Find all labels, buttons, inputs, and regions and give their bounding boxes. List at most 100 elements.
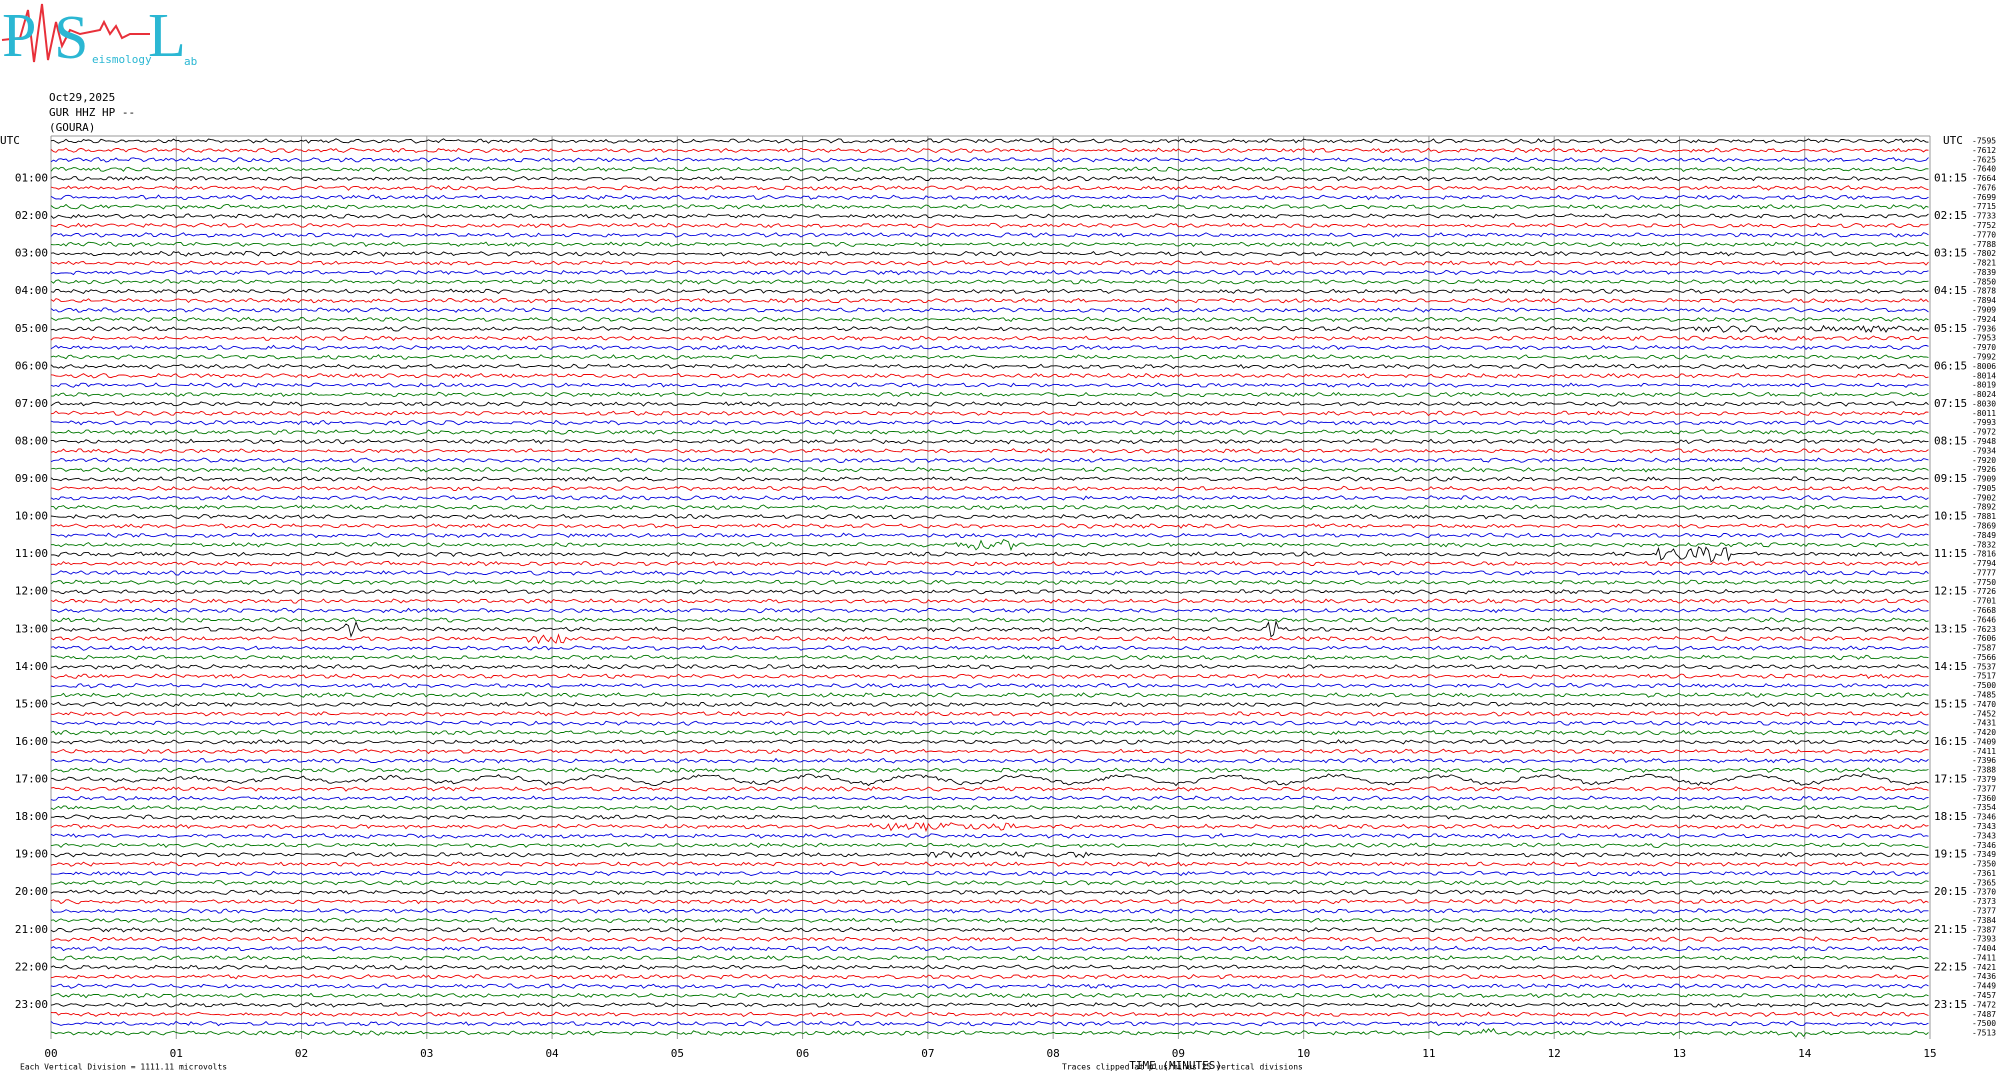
- hour-label: 04:15: [1934, 284, 1967, 297]
- seismic-trace: [50, 476, 1929, 482]
- trace-offset: -7992: [1972, 352, 1996, 361]
- trace-offset: -7850: [1972, 277, 1996, 286]
- grid: [50, 135, 1931, 1040]
- trace-offset: -7612: [1972, 146, 1996, 155]
- trace-offset: -7924: [1972, 315, 1996, 324]
- seismic-trace: [50, 485, 1929, 492]
- seismic-trace: [50, 870, 1929, 877]
- clip-note: Traces clipped at plus/minus 25 vertical…: [1062, 1063, 1303, 1072]
- logo-letter: L: [148, 2, 186, 70]
- hour-label: 19:00: [15, 848, 48, 861]
- trace-offset: -7750: [1972, 578, 1996, 587]
- trace-offset: -7361: [1972, 869, 1996, 878]
- trace-offset: -7452: [1972, 709, 1996, 718]
- trace-offset: -7794: [1972, 559, 1996, 568]
- trace-offset: -7920: [1972, 456, 1996, 465]
- trace-offset: -7788: [1972, 240, 1996, 249]
- trace-offset: -7487: [1972, 1010, 1996, 1019]
- trace-offset: -7839: [1972, 268, 1996, 277]
- seismic-trace: [50, 382, 1929, 388]
- logo-wave: [1, 3, 150, 63]
- seismic-trace: [50, 288, 1929, 295]
- x-axis-title: TIME (MINUTES): [1129, 1059, 1222, 1072]
- x-tick-label: 05: [671, 1047, 684, 1060]
- seismic-trace: [50, 729, 1929, 736]
- trace-offset: -7396: [1972, 756, 1996, 765]
- seismic-trace: [50, 523, 1929, 529]
- trace-offset: -7646: [1972, 615, 1996, 624]
- trace-offset: -7500: [1972, 1019, 1996, 1028]
- trace-offset: -7470: [1972, 700, 1996, 709]
- seismic-trace: [50, 354, 1929, 360]
- logo-letter: P: [2, 2, 36, 70]
- hour-label: 10:00: [15, 510, 48, 523]
- trace-offset: -7343: [1972, 822, 1996, 831]
- x-tick-label: 14: [1798, 1047, 1812, 1060]
- hour-label: 01:15: [1934, 172, 1967, 185]
- trace-offset: -7421: [1972, 963, 1996, 972]
- trace-offset: -7752: [1972, 221, 1996, 230]
- seismic-trace: [50, 945, 1929, 952]
- seismic-trace: [50, 466, 1929, 473]
- right-title: UTC: [1943, 134, 1963, 147]
- hour-label: 12:15: [1934, 585, 1967, 598]
- trace-offset: -7936: [1972, 324, 1996, 333]
- trace-offset: -7513: [1972, 1029, 1996, 1038]
- trace-offset: -8019: [1972, 381, 1996, 390]
- hour-label: 05:00: [15, 322, 48, 335]
- hour-label: 18:00: [15, 810, 48, 823]
- seismic-trace: [50, 851, 1929, 859]
- seismic-trace: [50, 269, 1929, 276]
- trace-offset: -7777: [1972, 568, 1996, 577]
- seismic-trace: [50, 842, 1929, 849]
- hour-label: 15:15: [1934, 697, 1967, 710]
- seismic-trace: [50, 617, 1929, 623]
- hour-label: 05:15: [1934, 322, 1967, 335]
- seismic-trace: [50, 579, 1929, 586]
- trace-offset: -7500: [1972, 681, 1996, 690]
- trace-offset: -7420: [1972, 728, 1996, 737]
- hour-label: 11:15: [1934, 547, 1967, 560]
- seismic-trace: [50, 232, 1929, 238]
- trace-offset: -7821: [1972, 259, 1996, 268]
- seismic-trace: [50, 194, 1929, 201]
- seismic-trace: [50, 344, 1929, 351]
- trace-offset: -7457: [1972, 991, 1996, 1000]
- seismic-trace: [50, 147, 1929, 154]
- seismic-trace: [50, 889, 1929, 895]
- seismic-trace: [50, 401, 1929, 407]
- seismic-trace: [50, 560, 1929, 567]
- seismic-trace: [50, 532, 1929, 539]
- trace-offset: -7370: [1972, 888, 1996, 897]
- hour-label: 01:00: [15, 172, 48, 185]
- trace-offset: -7350: [1972, 860, 1996, 869]
- trace-offset: -7934: [1972, 446, 1996, 455]
- seismic-trace: [50, 795, 1929, 801]
- hour-label: 09:00: [15, 472, 48, 485]
- seismic-trace: [50, 927, 1929, 933]
- hour-label: 14:15: [1934, 660, 1967, 673]
- seismic-trace: [50, 588, 1929, 595]
- seismic-trace: [50, 429, 1929, 435]
- trace-offset: -7905: [1972, 484, 1996, 493]
- seismic-trace: [50, 241, 1929, 248]
- site: (GOURA): [49, 121, 95, 134]
- seismic-trace: [50, 1027, 1929, 1038]
- seismic-trace: [50, 495, 1929, 501]
- seismic-trace: [50, 175, 1929, 182]
- seismic-trace: [50, 773, 1929, 787]
- hour-label: 17:15: [1934, 773, 1967, 786]
- trace-offset: -7869: [1972, 521, 1996, 530]
- logo: P S L eismology ab: [1, 2, 197, 72]
- seismic-trace: [50, 185, 1929, 191]
- trace-offset: -8030: [1972, 399, 1996, 408]
- hour-label: 20:00: [15, 885, 48, 898]
- x-tick-label: 01: [170, 1047, 183, 1060]
- seismic-trace: [50, 607, 1929, 614]
- trace-offset: -7926: [1972, 465, 1996, 474]
- seismic-trace: [50, 917, 1929, 924]
- hour-label: 07:00: [15, 397, 48, 410]
- trace-offset: -8024: [1972, 390, 1996, 399]
- trace-offset: -7595: [1972, 137, 1996, 146]
